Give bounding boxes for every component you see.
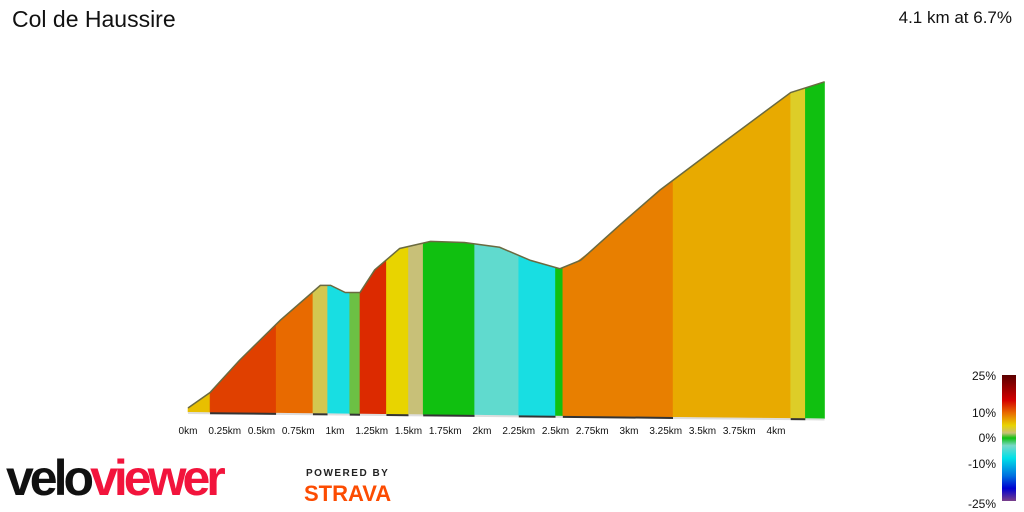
- x-tick-label: 1km: [326, 426, 345, 437]
- x-tick-label: 2.75km: [576, 426, 609, 437]
- legend-label: -25%: [968, 497, 996, 511]
- gradient-segment-5: [349, 292, 361, 415]
- gradient-segment-16: [805, 81, 825, 419]
- segment-title: Col de Haussire: [12, 6, 176, 32]
- x-tick-label: 0.25km: [208, 426, 241, 437]
- x-tick-label: 2.5km: [542, 426, 569, 437]
- gradient-segment-9: [422, 241, 475, 416]
- gradient-segment-4: [327, 285, 351, 414]
- gradient-legend-bar: [1002, 375, 1016, 501]
- gradient-segments: [187, 81, 825, 421]
- x-tick-label: 1.5km: [395, 426, 422, 437]
- profile-base-edge: [673, 416, 791, 421]
- x-tick-label: 3.5km: [689, 426, 716, 437]
- x-tick-label: 2km: [473, 426, 492, 437]
- gradient-segment-11: [518, 254, 556, 417]
- x-tick-label: 0.75km: [282, 426, 315, 437]
- gradient-segment-12: [555, 267, 564, 417]
- x-axis-ticks: 0km 0.25km 0.5km 0.75km 1km 1.25km 1.5km 1.75km…: [179, 426, 786, 437]
- gradient-segment-15: [790, 87, 806, 419]
- gradient-segment-7: [386, 246, 409, 415]
- x-tick-label: 3.25km: [649, 426, 682, 437]
- profile-base-edge: [562, 415, 674, 419]
- segment-summary: 4.1 km at 6.7%: [898, 8, 1012, 27]
- gradient-segment-10: [474, 243, 520, 416]
- gradient-segment-3: [312, 285, 328, 414]
- strava-logo[interactable]: STRAVA: [304, 481, 392, 506]
- veloviewer-logo[interactable]: veloviewer: [6, 450, 226, 506]
- x-tick-label: 2.25km: [502, 426, 535, 437]
- gradient-segment-2: [275, 291, 314, 414]
- gradient-segment-6: [359, 259, 387, 415]
- profile-base-edge: [423, 414, 475, 417]
- x-tick-label: 4km: [767, 426, 786, 437]
- x-tick-label: 0km: [179, 426, 198, 437]
- gradient-segment-13: [562, 179, 674, 418]
- powered-by-label: POWERED BY: [306, 468, 390, 479]
- legend-label: 25%: [972, 369, 996, 383]
- legend-label: -10%: [968, 457, 996, 471]
- x-tick-label: 1.25km: [355, 426, 388, 437]
- x-tick-label: 3.75km: [723, 426, 756, 437]
- gradient-segment-1: [209, 323, 277, 414]
- profile-outline: [187, 81, 825, 409]
- gradient-legend-labels: 25% 10% 0% -10% -25%: [968, 369, 996, 511]
- profile-base-edge: [210, 412, 277, 415]
- gradient-segment-8: [408, 242, 424, 415]
- x-tick-label: 3km: [620, 426, 639, 437]
- legend-label: 10%: [972, 406, 996, 420]
- x-tick-label: 0.5km: [248, 426, 275, 437]
- x-tick-label: 1.75km: [429, 426, 462, 437]
- legend-label: 0%: [979, 431, 997, 445]
- gradient-segment-14: [672, 91, 792, 419]
